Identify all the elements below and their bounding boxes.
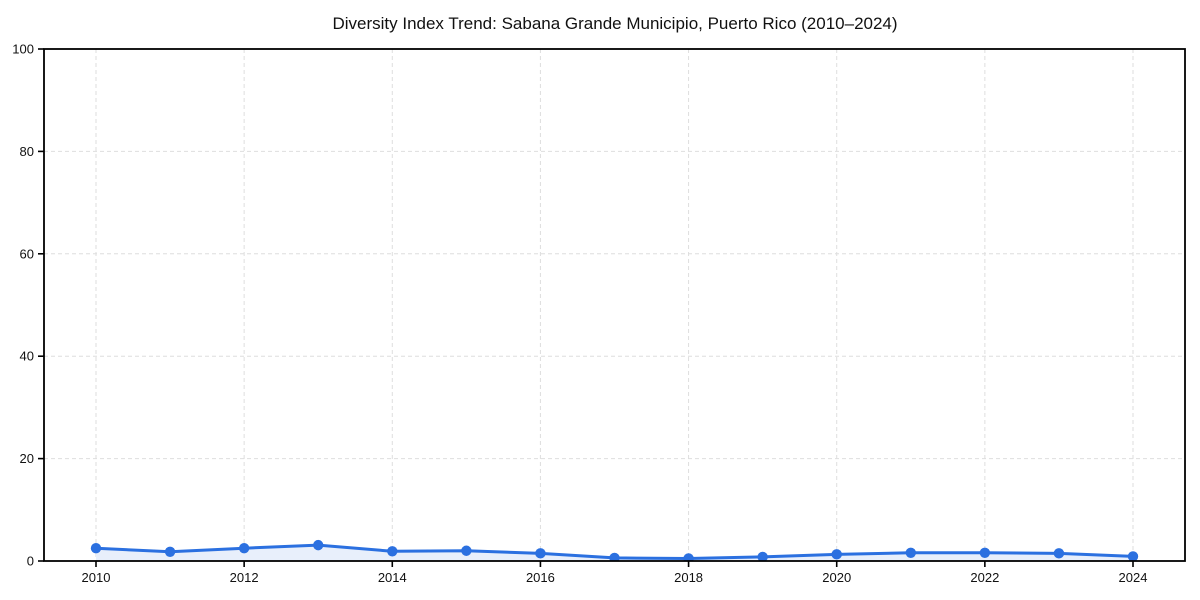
y-axis-tick-label: 100 <box>12 42 34 57</box>
x-axis-tick-label: 2020 <box>822 570 851 585</box>
plot-frame-layer <box>43 48 1186 562</box>
y-axis-tick-label: 0 <box>27 554 34 569</box>
grid-layer <box>44 48 1185 561</box>
x-axis-tick-label: 2024 <box>1119 570 1148 585</box>
chart-title: Diversity Index Trend: Sabana Grande Mun… <box>332 14 897 33</box>
data-point-marker <box>238 543 250 554</box>
data-point-marker <box>461 545 472 556</box>
x-axis-tick-label: 2016 <box>526 570 555 585</box>
data-point-marker <box>683 553 694 561</box>
data-point-marker <box>831 549 842 560</box>
x-axis-tick-label: 2022 <box>970 570 999 585</box>
data-point-marker <box>609 552 620 561</box>
data-point-marker <box>164 546 176 557</box>
data-point-marker <box>535 548 546 559</box>
data-point-marker <box>979 547 991 559</box>
x-axis-tick-label: 2010 <box>82 570 111 585</box>
x-axis-tick-label: 2018 <box>674 570 703 585</box>
data-point-marker <box>1127 551 1139 561</box>
plot-border <box>43 48 1186 562</box>
y-axis-tick-label: 80 <box>20 144 34 159</box>
data-point-marker <box>757 551 768 561</box>
data-point-marker <box>1053 548 1065 559</box>
y-axis-tick-label: 20 <box>20 451 34 466</box>
y-axis-tick-label: 40 <box>20 349 34 364</box>
data-point-marker <box>905 547 916 559</box>
axis-tick-layer: 0 20 40 60 80 100 2010 2012 2014 2016 2018 2020 2022… <box>12 42 1147 586</box>
data-point-marker <box>387 546 398 557</box>
plot-layer <box>90 539 1139 561</box>
y-axis-tick-label: 60 <box>20 246 34 261</box>
x-axis-tick-label: 2014 <box>378 570 407 585</box>
data-point-marker <box>313 539 324 551</box>
data-point-marker <box>90 543 102 554</box>
x-axis-tick-label: 2012 <box>230 570 259 585</box>
